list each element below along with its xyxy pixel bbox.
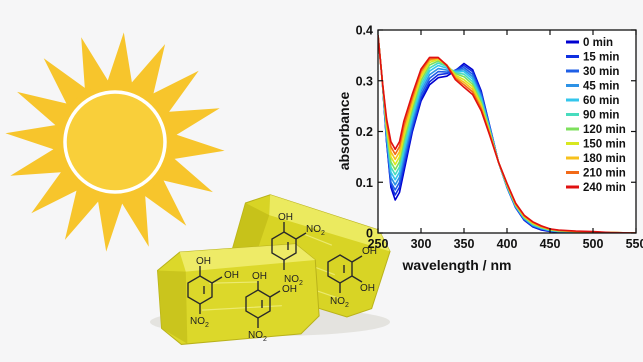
y-axis-label: absorbance — [336, 91, 352, 170]
oh-label: OH — [224, 270, 239, 281]
legend-label: 120 min — [583, 124, 626, 136]
legend-label: 15 min — [583, 52, 619, 64]
y-tick-label: 0.3 — [356, 74, 373, 88]
legend-label: 45 min — [583, 81, 619, 93]
legend-label: 180 min — [583, 153, 626, 165]
x-tick-label: 350 — [454, 237, 475, 251]
legend-label: 30 min — [583, 66, 619, 78]
oh-label: OH — [282, 284, 297, 295]
oh-label: OH — [278, 212, 293, 223]
x-axis-label: wavelength / nm — [402, 257, 512, 273]
legend-label: 210 min — [583, 168, 626, 180]
x-tick-label: 300 — [411, 237, 432, 251]
oh-label: OH — [196, 256, 211, 267]
legend-label: 90 min — [583, 110, 619, 122]
y-tick-label: 0.4 — [356, 24, 373, 38]
legend-label: 150 min — [583, 139, 626, 151]
x-tick-label: 550 — [626, 237, 643, 251]
y-tick-label: 0.1 — [356, 176, 373, 190]
legend-label: 0 min — [583, 37, 613, 49]
oh-label: OH — [252, 271, 267, 282]
x-tick-label: 400 — [497, 237, 518, 251]
x-tick-label: 500 — [583, 237, 604, 251]
y-tick-label: 0 — [366, 227, 373, 241]
y-tick-label: 0.2 — [356, 125, 373, 139]
legend-label: 240 min — [583, 182, 626, 194]
x-tick-label: 450 — [540, 237, 561, 251]
oh-label: OH — [360, 283, 375, 294]
sun-icon — [5, 32, 224, 251]
legend-label: 60 min — [583, 95, 619, 107]
